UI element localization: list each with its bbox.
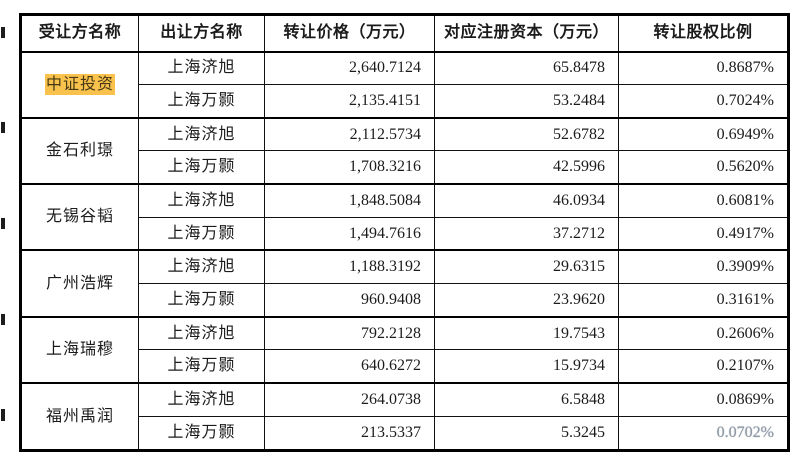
ratio-cell: 0.0869% [618, 382, 789, 417]
transferor-cell: 上海济旭 [138, 315, 265, 351]
ratio-cell: 0.6949% [618, 116, 789, 152]
scan-artifact [1, 27, 5, 38]
capital-cell: 46.0934 [434, 183, 619, 218]
transferor-cell: 上海济旭 [138, 249, 265, 285]
table-row: 上海瑞穆 上海济旭 792.2128 19.7543 0.2606% [20, 315, 789, 384]
ratio-cell: 0.8687% [618, 50, 789, 86]
price-cell: 792.2128 [264, 315, 435, 351]
highlighted-text: 中证投资 [44, 73, 115, 95]
ratio-cell-faded: 0.0702% [618, 415, 789, 452]
transferee-cell: 福州禹润 [20, 382, 139, 452]
transferee-cell: 无锡谷韬 [20, 183, 139, 251]
scan-artifact [1, 314, 5, 325]
ratio-cell: 0.2606% [618, 315, 789, 351]
transferor-cell: 上海济旭 [138, 50, 265, 86]
col-header-ratio: 转让股权比例 [618, 14, 789, 53]
price-cell: 640.6272 [264, 349, 435, 384]
ratio-cell: 0.3909% [618, 249, 789, 285]
col-header-transferee: 受让方名称 [20, 14, 139, 53]
header-row: 受让方名称 出让方名称 转让价格（万元） 对应注册资本（万元） 转让股权比例 [20, 14, 789, 53]
table-row: 上海万颢 2,135.4151 53.2484 0.7024% [21, 84, 789, 119]
price-cell: 2,112.5734 [264, 116, 435, 152]
col-header-capital: 对应注册资本（万元） [434, 14, 619, 53]
capital-cell: 23.9620 [434, 283, 619, 318]
ratio-cell: 0.4917% [618, 216, 789, 251]
price-cell: 2,135.4151 [264, 84, 435, 119]
table-row: 上海万颢 1,494.7616 37.2712 0.4917% [21, 216, 789, 251]
table-row: 上海万颢 640.6272 15.9734 0.2107% [21, 349, 789, 384]
capital-cell: 53.2484 [434, 84, 619, 119]
transferor-cell: 上海万颢 [138, 415, 265, 452]
capital-cell: 37.2712 [434, 216, 619, 251]
equity-transfer-table: 受让方名称 出让方名称 转让价格（万元） 对应注册资本（万元） 转让股权比例 中… [19, 13, 790, 452]
capital-cell: 65.8478 [434, 50, 619, 86]
transferee-cell: 金石利璟 [20, 116, 139, 185]
table-row: 中证投资 上海济旭 2,640.7124 65.8478 0.8687% [20, 50, 789, 119]
capital-cell: 42.5996 [434, 150, 619, 185]
transferee-cell: 上海瑞穆 [20, 315, 139, 384]
transferor-cell: 上海济旭 [138, 183, 265, 218]
price-cell: 1,708.3216 [264, 150, 435, 185]
price-cell: 264.0738 [264, 382, 435, 417]
table-row: 上海万颢 1,708.3216 42.5996 0.5620% [21, 150, 789, 185]
transferor-cell: 上海济旭 [138, 382, 265, 417]
transferee-cell: 广州浩辉 [20, 249, 139, 318]
price-cell: 960.9408 [264, 283, 435, 318]
capital-cell: 15.9734 [434, 349, 619, 384]
capital-cell: 6.5848 [434, 382, 619, 417]
price-cell: 213.5337 [264, 415, 435, 452]
scan-artifact [1, 218, 5, 229]
transferee-cell: 中证投资 [20, 50, 139, 119]
transferor-cell: 上海万颢 [138, 349, 265, 384]
ratio-cell: 0.7024% [618, 84, 789, 119]
table-row: 福州禹润 上海济旭 264.0738 6.5848 0.0869% [20, 382, 789, 452]
table-row: 上海万颢 960.9408 23.9620 0.3161% [21, 283, 789, 318]
price-cell: 2,640.7124 [264, 50, 435, 86]
ratio-cell: 0.2107% [618, 349, 789, 384]
table-row: 金石利璟 上海济旭 2,112.5734 52.6782 0.6949% [20, 116, 789, 185]
capital-cell: 19.7543 [434, 315, 619, 351]
capital-cell: 52.6782 [434, 116, 619, 152]
col-header-price: 转让价格（万元） [264, 14, 435, 53]
transferor-cell: 上海万颢 [138, 216, 265, 251]
table-row: 无锡谷韬 上海济旭 1,848.5084 46.0934 0.6081% [20, 183, 789, 251]
price-cell: 1,848.5084 [264, 183, 435, 218]
price-cell: 1,188.3192 [264, 249, 435, 285]
transferor-cell: 上海万颢 [138, 84, 265, 119]
ratio-cell: 0.3161% [618, 283, 789, 318]
ratio-cell: 0.5620% [618, 150, 789, 185]
col-header-transferor: 出让方名称 [138, 14, 265, 53]
capital-cell: 5.3245 [434, 415, 619, 452]
transferor-cell: 上海万颢 [138, 150, 265, 185]
table-row: 上海万颢 213.5337 5.3245 0.0702% [21, 415, 789, 452]
scan-artifact [1, 409, 5, 421]
transferor-cell: 上海万颢 [138, 283, 265, 318]
scan-artifact [1, 122, 5, 133]
ratio-cell: 0.6081% [618, 183, 789, 218]
price-cell: 1,494.7616 [264, 216, 435, 251]
table-row: 广州浩辉 上海济旭 1,188.3192 29.6315 0.3909% [20, 249, 789, 318]
transferor-cell: 上海济旭 [138, 116, 265, 152]
capital-cell: 29.6315 [434, 249, 619, 285]
